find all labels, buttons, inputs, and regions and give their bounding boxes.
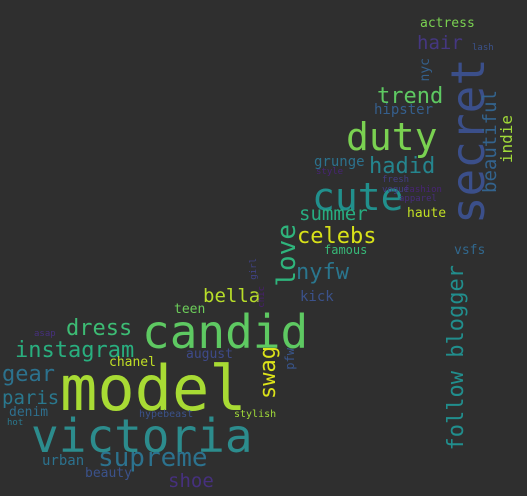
word-stylish: stylish — [234, 409, 277, 420]
word-bella: bella — [203, 285, 261, 307]
word-hot: hot — [7, 418, 24, 428]
word-hadid: hadid — [369, 154, 436, 179]
word-famous: famous — [324, 243, 368, 257]
word-model: model — [60, 352, 247, 425]
word-summer: summer — [299, 203, 368, 225]
word-apparel: apparel — [399, 194, 437, 204]
word-instagram: instagram — [15, 338, 135, 363]
word-dress: dress — [66, 316, 133, 341]
word-cute: cute — [312, 175, 404, 219]
word-follow-blogger: follow blogger — [444, 265, 469, 451]
word-victoria: victoria — [31, 409, 253, 463]
word-indie: indie — [497, 115, 516, 164]
word-style: style — [316, 167, 344, 177]
word-celebs: celebs — [297, 224, 377, 249]
word-paris: paris — [2, 387, 60, 409]
word-chic: chic — [257, 286, 267, 308]
word-beauty: beauty — [85, 466, 132, 481]
word-shoe: shoe — [168, 470, 214, 492]
word-vsfs: vsfs — [454, 243, 486, 258]
word-hipster: hipster — [374, 102, 434, 118]
word-nyc: nyc — [418, 58, 433, 82]
word-girl: girl — [249, 258, 259, 280]
word-asap: asap — [34, 329, 56, 339]
word-hypebeast: hypebeast — [139, 409, 194, 420]
word-fashion: fashion — [404, 185, 442, 195]
word-supreme: supreme — [98, 443, 208, 473]
word-kick: kick — [300, 289, 334, 305]
word-denim: denim — [9, 405, 49, 420]
word-actress: actress — [420, 16, 475, 31]
word-candid: candid — [142, 305, 309, 359]
word-chanel: chanel — [109, 355, 156, 370]
word-swag: swag — [256, 346, 281, 399]
word-gear: gear — [2, 362, 55, 387]
word-pfw: pfw — [283, 348, 297, 370]
word-nyfw: nyfw — [296, 260, 349, 285]
word-trend: trend — [377, 84, 444, 109]
word-urban: urban — [42, 453, 85, 469]
word-teen: teen — [174, 302, 206, 317]
word-lash: lash — [472, 43, 494, 53]
word-hair: hair — [417, 32, 463, 54]
word-vogue: vogue — [382, 185, 410, 195]
word-august: august — [186, 347, 233, 362]
word-fresh: fresh — [382, 175, 410, 185]
word-duty: duty — [346, 115, 438, 159]
word-haute: haute — [407, 206, 447, 221]
word-grunge: grunge — [314, 154, 365, 170]
